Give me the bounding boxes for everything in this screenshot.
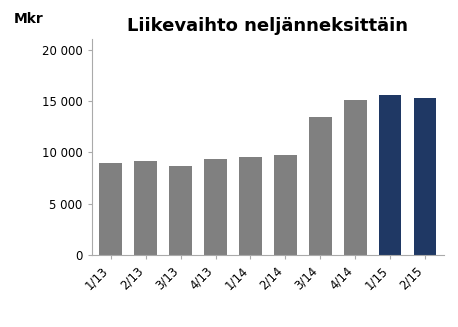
Title: Liikevaihto neljänneksittäin: Liikevaihto neljänneksittäin bbox=[127, 17, 409, 35]
Bar bbox=[414, 98, 436, 255]
Bar bbox=[134, 161, 157, 255]
Bar bbox=[274, 155, 297, 255]
Bar bbox=[239, 157, 262, 255]
Bar bbox=[169, 166, 192, 255]
Bar bbox=[99, 163, 122, 255]
Bar bbox=[379, 95, 402, 255]
Bar bbox=[204, 160, 227, 255]
Text: Mkr: Mkr bbox=[14, 12, 44, 26]
Bar bbox=[309, 117, 332, 255]
Bar bbox=[344, 100, 366, 255]
